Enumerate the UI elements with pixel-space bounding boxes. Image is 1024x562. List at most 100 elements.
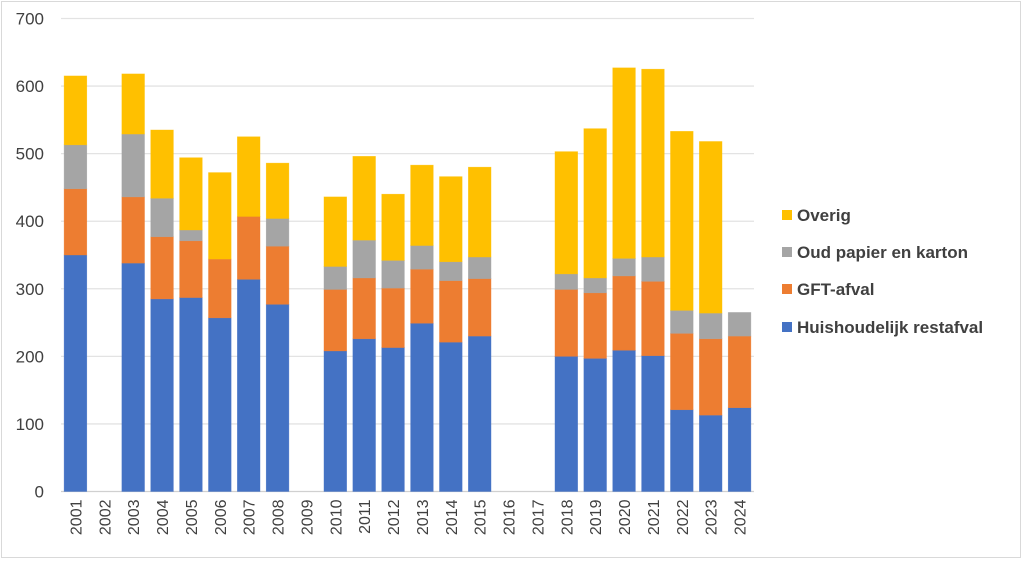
- bar-segment-gft-afval-2021: [641, 281, 665, 356]
- x-tick-label: 2011: [357, 499, 374, 534]
- legend-swatch: [782, 322, 792, 332]
- x-tick-label: 2016: [502, 499, 519, 535]
- x-tick-label: 2006: [213, 499, 230, 535]
- bar-segment-huishoudelijk-restafval-2004: [150, 298, 174, 492]
- bar-segment-overig-2020: [612, 67, 636, 259]
- bar-segment-gft-afval-2013: [410, 268, 434, 324]
- x-tick-label: 2008: [271, 499, 288, 535]
- legend-item: Oud papier en karton: [782, 243, 968, 262]
- bar-segment-overig-2010: [323, 196, 347, 267]
- y-tick-label: 400: [16, 212, 44, 231]
- x-tick-label: 2010: [328, 499, 345, 535]
- bar-segment-gft-afval-2015: [468, 278, 492, 337]
- bar-segment-huishoudelijk-restafval-2020: [612, 349, 636, 492]
- bar-segment-huishoudelijk-restafval-2005: [179, 297, 203, 492]
- x-tick-label: 2002: [97, 499, 114, 535]
- y-tick-label: 100: [16, 415, 44, 434]
- x-tick-label: 2021: [646, 499, 663, 535]
- x-tick-label: 2015: [473, 499, 490, 535]
- bar-segment-oud-papier-en-karton-2008: [265, 218, 290, 247]
- bar-segment-huishoudelijk-restafval-2013: [410, 322, 434, 492]
- y-tick-label: 0: [35, 483, 44, 502]
- x-tick-label: 2013: [415, 499, 432, 535]
- bar-segment-huishoudelijk-restafval-2024: [727, 407, 752, 492]
- bar-segment-oud-papier-en-karton-2018: [554, 273, 578, 290]
- bar-segment-overig-2004: [150, 129, 174, 199]
- x-tick-label: 2004: [155, 499, 172, 535]
- bar-segment-gft-afval-2006: [208, 258, 232, 319]
- bar-segment-huishoudelijk-restafval-2014: [439, 341, 463, 492]
- legend-swatch: [782, 247, 792, 257]
- legend-item: Huishoudelijk restafval: [782, 318, 983, 337]
- y-axis: 0 100 200 300 400 500 600 700: [16, 10, 44, 502]
- bar-segment-gft-afval-2005: [179, 240, 203, 298]
- gridlines: [61, 17, 754, 493]
- bar-segment-huishoudelijk-restafval-2018: [554, 356, 578, 492]
- bar-segment-oud-papier-en-karton-2003: [121, 133, 145, 198]
- bar-segment-gft-afval-2020: [612, 275, 636, 351]
- bar-segment-overig-2018: [554, 151, 578, 275]
- bar-segment-oud-papier-en-karton-2001: [63, 144, 88, 190]
- legend-label: Overig: [797, 206, 851, 225]
- bar-segment-huishoudelijk-restafval-2021: [641, 355, 665, 492]
- bar-segment-gft-afval-2011: [352, 277, 376, 340]
- y-tick-label: 500: [16, 145, 44, 164]
- x-tick-label: 2024: [733, 499, 750, 535]
- bar-segment-gft-afval-2023: [699, 338, 723, 416]
- bar-segment-huishoudelijk-restafval-2012: [381, 347, 405, 492]
- bar-segment-gft-afval-2003: [121, 196, 145, 264]
- legend-label: GFT-afval: [797, 280, 874, 299]
- bar-segment-overig-2011: [352, 156, 376, 241]
- legend-label: Oud papier en karton: [797, 243, 968, 262]
- bar-segment-huishoudelijk-restafval-2001: [63, 254, 88, 492]
- x-tick-label: 2012: [386, 499, 403, 535]
- legend-item: Overig: [782, 206, 851, 225]
- bar-segment-huishoudelijk-restafval-2008: [265, 304, 290, 492]
- bar-segment-huishoudelijk-restafval-2019: [583, 358, 607, 492]
- legend-item: GFT-afval: [782, 280, 874, 299]
- x-tick-label: 2020: [617, 499, 634, 535]
- bar-segment-oud-papier-en-karton-2024: [727, 312, 752, 337]
- bar-segment-oud-papier-en-karton-2015: [468, 256, 492, 279]
- y-tick-label: 600: [16, 77, 44, 96]
- bar-segment-gft-afval-2007: [237, 216, 261, 280]
- y-tick-label: 300: [16, 280, 44, 299]
- bar-segment-overig-2022: [670, 131, 694, 311]
- bar-segment-gft-afval-2008: [265, 245, 290, 305]
- bar-segment-gft-afval-2014: [439, 280, 463, 343]
- bar-segment-overig-2023: [699, 141, 723, 314]
- bar-segment-gft-afval-2004: [150, 236, 174, 300]
- bar-segment-overig-2014: [439, 176, 463, 263]
- bar-segment-overig-2021: [641, 68, 665, 258]
- bar-segment-gft-afval-2010: [323, 289, 347, 352]
- bar-segment-gft-afval-2024: [727, 335, 752, 409]
- bar-segment-oud-papier-en-karton-2019: [583, 277, 607, 294]
- bar-segment-huishoudelijk-restafval-2007: [237, 279, 261, 492]
- bar-segment-gft-afval-2012: [381, 287, 405, 348]
- bar-segment-huishoudelijk-restafval-2003: [121, 262, 145, 492]
- legend-swatch: [782, 284, 792, 294]
- bar-segment-gft-afval-2019: [583, 292, 607, 359]
- bar-segment-overig-2005: [179, 157, 203, 231]
- bar-segment-oud-papier-en-karton-2005: [179, 229, 203, 242]
- bar-segment-oud-papier-en-karton-2012: [381, 260, 405, 289]
- y-tick-label: 700: [16, 10, 44, 29]
- legend-swatch: [782, 210, 792, 220]
- legend-label: Huishoudelijk restafval: [797, 318, 983, 337]
- bar-segment-gft-afval-2022: [670, 333, 694, 411]
- bar-segment-huishoudelijk-restafval-2010: [323, 350, 347, 492]
- bar-segment-overig-2007: [237, 136, 261, 217]
- x-tick-label: 2001: [68, 499, 85, 535]
- x-tick-label: 2019: [588, 499, 605, 535]
- bar-segment-overig-2008: [265, 162, 290, 219]
- bar-segment-oud-papier-en-karton-2023: [699, 312, 723, 340]
- bar-segment-overig-2012: [381, 193, 405, 261]
- x-tick-label: 2007: [242, 499, 259, 535]
- x-tick-label: 2023: [704, 499, 721, 535]
- x-tick-label: 2003: [126, 499, 143, 535]
- bar-segment-oud-papier-en-karton-2013: [410, 245, 434, 270]
- bar-segment-gft-afval-2018: [554, 289, 578, 357]
- x-tick-label: 2005: [184, 499, 201, 535]
- x-tick-label: 2018: [559, 499, 576, 535]
